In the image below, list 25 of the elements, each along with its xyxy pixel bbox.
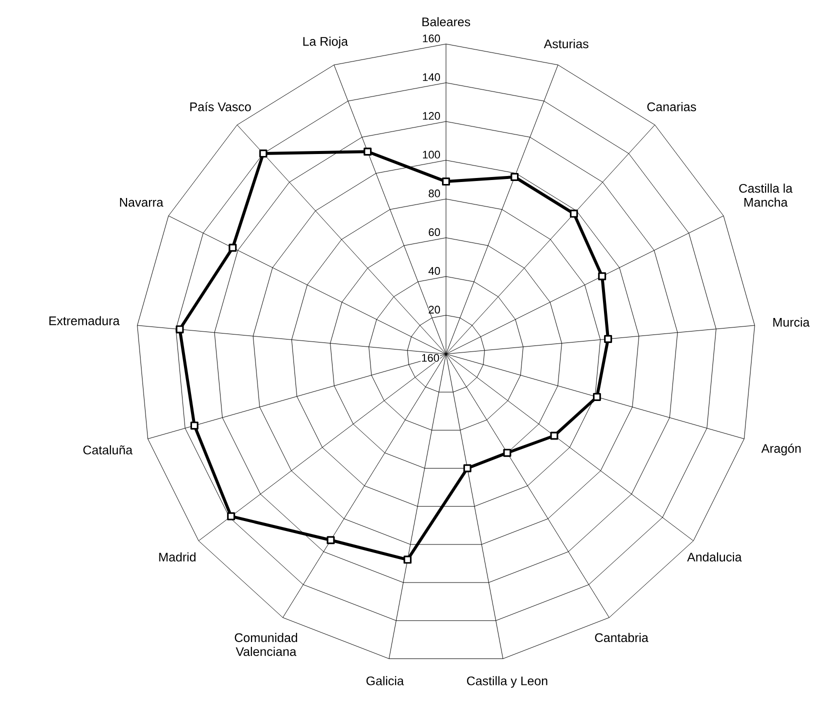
spoke-label: La Rioja: [303, 36, 348, 48]
spoke-label: Madrid: [159, 552, 196, 562]
spoke-label: Galicia: [366, 676, 404, 686]
y-tick-label: 140: [422, 73, 440, 82]
y-tick-label: 160: [422, 34, 440, 42]
spoke-label: Andalucia: [687, 552, 742, 562]
spoke-label: Castilla y Leon: [467, 676, 548, 688]
spoke-label: Cantabria: [595, 632, 648, 642]
y-tick-label: 20: [428, 306, 440, 314]
spoke-label: Murcia: [773, 318, 810, 327]
y-tick-label: 80: [428, 190, 440, 198]
y-tick-label: 120: [422, 112, 440, 120]
spoke-label: Baleares: [422, 17, 470, 26]
spoke-label: Canarias: [647, 102, 696, 112]
spoke-label: Aragón: [761, 444, 801, 456]
spoke-label: Extremadura: [49, 316, 120, 326]
y-tick-label: 100: [422, 150, 440, 159]
spoke-label: Cataluña: [83, 445, 133, 454]
spoke-label: Castilla la Mancha: [739, 184, 793, 207]
spoke-label: País Vasco: [190, 102, 251, 112]
spoke-label: Asturias: [544, 39, 588, 48]
spoke-label: Comunidad Valenciana: [234, 632, 298, 656]
y-tick-label: 40: [428, 267, 440, 275]
y-tick-label: 60: [428, 228, 440, 236]
spoke-label: Navarra: [120, 198, 164, 207]
